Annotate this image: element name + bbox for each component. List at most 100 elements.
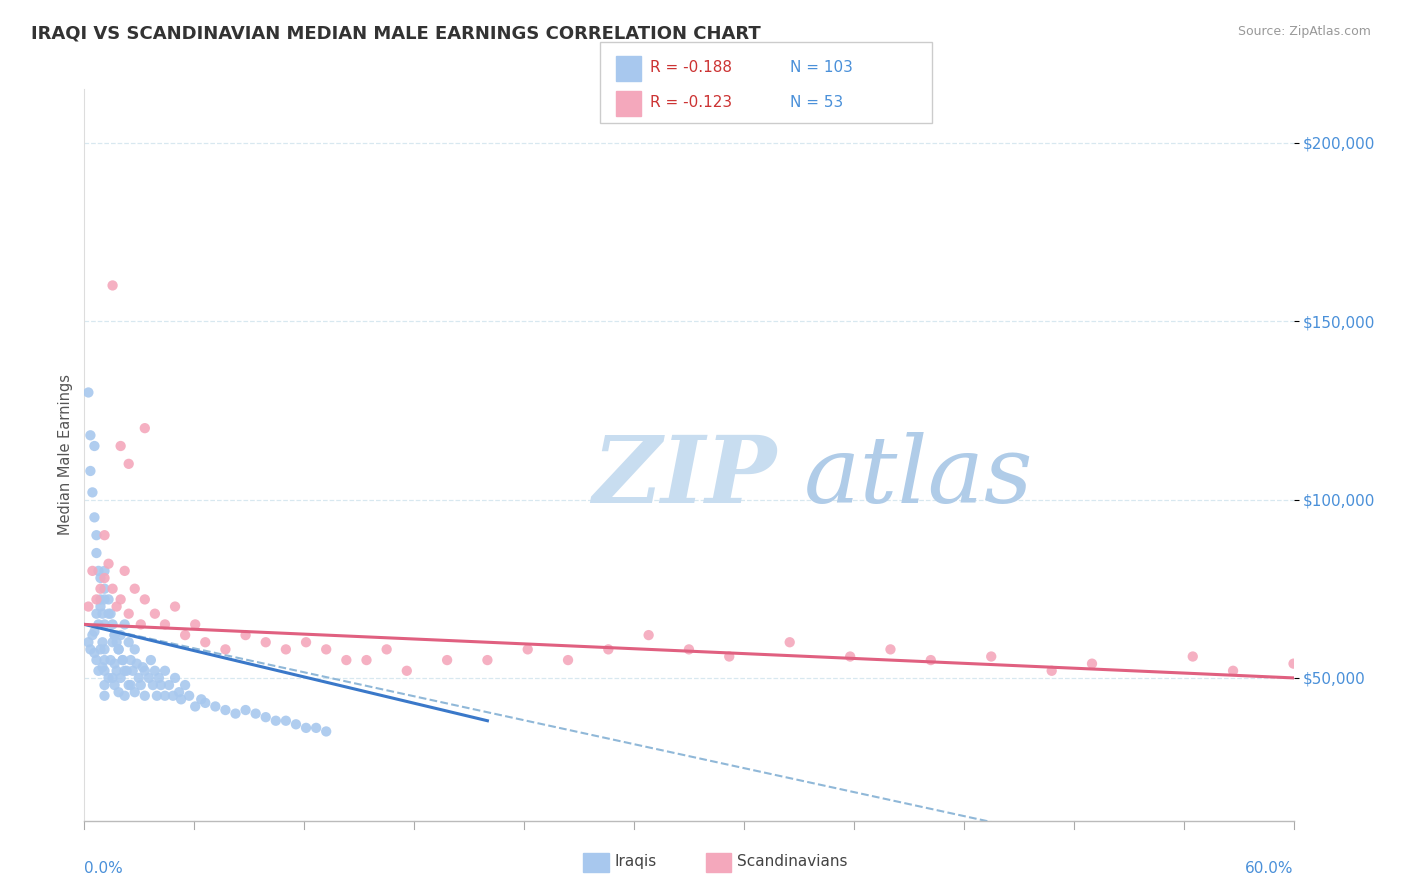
Point <box>165 599 187 614</box>
Point <box>839 649 862 664</box>
Point <box>89 571 111 585</box>
Text: Source: ZipAtlas.com: Source: ZipAtlas.com <box>1237 25 1371 38</box>
Point <box>93 564 115 578</box>
Point <box>128 671 150 685</box>
Point <box>100 653 122 667</box>
Point <box>101 617 124 632</box>
Point <box>134 592 156 607</box>
Point <box>93 528 115 542</box>
Point <box>1282 657 1305 671</box>
Point <box>134 689 156 703</box>
Point <box>149 678 172 692</box>
Point <box>124 582 146 596</box>
Point <box>100 607 122 621</box>
Point <box>111 653 134 667</box>
Point <box>110 592 132 607</box>
Point <box>516 642 538 657</box>
Point <box>97 592 120 607</box>
Point <box>1081 657 1104 671</box>
Point <box>97 671 120 685</box>
Point <box>89 592 111 607</box>
Point <box>83 624 105 639</box>
Point <box>87 617 110 632</box>
Point <box>101 582 124 596</box>
Point <box>779 635 801 649</box>
Text: IRAQI VS SCANDINAVIAN MEDIAN MALE EARNINGS CORRELATION CHART: IRAQI VS SCANDINAVIAN MEDIAN MALE EARNIN… <box>31 25 761 43</box>
Point <box>194 635 217 649</box>
Point <box>118 607 141 621</box>
Point <box>274 642 297 657</box>
Point <box>107 642 129 657</box>
Text: R = -0.188: R = -0.188 <box>650 61 731 75</box>
Point <box>91 660 114 674</box>
Point <box>204 699 226 714</box>
Point <box>165 671 187 685</box>
Point <box>335 653 357 667</box>
Point <box>305 721 328 735</box>
Point <box>285 717 308 731</box>
Point <box>93 592 115 607</box>
Point <box>93 678 115 692</box>
Point <box>87 564 110 578</box>
Point <box>120 653 142 667</box>
Point <box>101 671 124 685</box>
Point <box>82 628 104 642</box>
Point <box>83 439 105 453</box>
Point <box>104 628 127 642</box>
Point <box>105 664 128 678</box>
Point <box>124 685 146 699</box>
Point <box>214 642 236 657</box>
Point <box>86 528 108 542</box>
Text: Scandinavians: Scandinavians <box>737 855 848 869</box>
Y-axis label: Median Male Earnings: Median Male Earnings <box>58 375 73 535</box>
Point <box>184 617 207 632</box>
Text: 60.0%: 60.0% <box>1246 861 1294 876</box>
Point <box>190 692 212 706</box>
Point <box>82 564 104 578</box>
Point <box>194 696 217 710</box>
Point <box>77 385 100 400</box>
Point <box>89 582 111 596</box>
Point <box>395 664 418 678</box>
Point <box>179 689 201 703</box>
Point <box>107 685 129 699</box>
Point <box>107 642 129 657</box>
Point <box>118 457 141 471</box>
Point <box>1040 664 1063 678</box>
Point <box>167 685 190 699</box>
Point <box>637 628 659 642</box>
Point <box>79 464 101 478</box>
Point <box>920 653 942 667</box>
Point <box>114 617 136 632</box>
Point <box>274 714 297 728</box>
Point <box>295 721 318 735</box>
Text: R = -0.123: R = -0.123 <box>650 95 731 110</box>
Point <box>97 557 120 571</box>
Text: 0.0%: 0.0% <box>84 861 124 876</box>
Point <box>114 664 136 678</box>
Point <box>264 714 287 728</box>
Point <box>86 592 108 607</box>
Point <box>225 706 247 721</box>
Point <box>105 599 128 614</box>
Point <box>101 635 124 649</box>
Point <box>139 653 162 667</box>
Point <box>315 642 337 657</box>
Point <box>93 642 115 657</box>
Point <box>111 653 134 667</box>
Text: N = 53: N = 53 <box>790 95 844 110</box>
Point <box>477 653 499 667</box>
Point <box>356 653 378 667</box>
Text: Iraqis: Iraqis <box>614 855 657 869</box>
Point <box>980 649 1002 664</box>
Point <box>184 699 207 714</box>
Point <box>148 671 170 685</box>
Point <box>104 657 127 671</box>
Point <box>83 510 105 524</box>
Point <box>235 628 257 642</box>
Point <box>82 485 104 500</box>
Point <box>153 664 176 678</box>
Point <box>79 428 101 442</box>
Point <box>97 607 120 621</box>
Point <box>254 710 277 724</box>
